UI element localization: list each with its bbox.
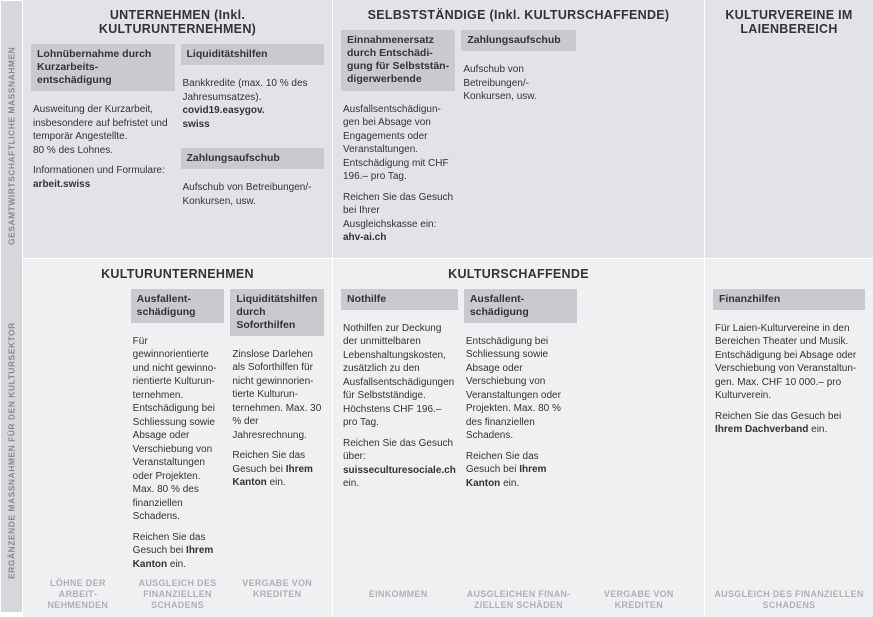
- box-empty: [582, 30, 696, 252]
- side-labels: GESAMTWIRTSCHAFTLICHE MASSNAHMEN ERGÄNZE…: [0, 0, 22, 612]
- box-body: Ausfallsentschädigun­gen bei Absage von …: [341, 101, 455, 252]
- header-selbststaendige: SELBSTSTÄNDIGE (Inkl. KULTURSCHAFFENDE): [341, 8, 696, 22]
- foot: VERGABE VON KREDITEN: [582, 589, 696, 611]
- footer-labels: EINKOMMEN AUSGLEICHEN FINAN­ZIELLEN SCHÄ…: [341, 589, 696, 611]
- row-gesamtwirtschaft: UNTERNEHMEN (Inkl. KULTURUNTERNEHMEN) Lo…: [22, 0, 873, 258]
- box-body: Für gewinnorientierte und nicht gewinno­…: [131, 333, 225, 579]
- box-liquiditaet: Liquiditätshilfen Bankkredite (max. 10 %…: [181, 44, 325, 252]
- footer-labels: LÖHNE DER ARBEIT­NEHMENDEN AUSGLEICH DES…: [31, 578, 324, 610]
- cell-vereine-bottom: Finanzhilfen Für Laien-Kulturvereine in …: [704, 258, 873, 617]
- foot: LÖHNE DER ARBEIT­NEHMENDEN: [31, 578, 125, 610]
- box-title: Zahlungsaufschub: [461, 30, 575, 51]
- box-title: Ausfallent­schädigung: [131, 289, 225, 323]
- box-ausfall2: Ausfallent­schädigung Entschädigung bei …: [464, 289, 577, 590]
- box-einnahmenersatz: Einnahmenersatz durch Entschädi­gung für…: [341, 30, 455, 252]
- box-zahlungsaufschub: Zahlungsaufschub Aufschub von Betreibung…: [461, 30, 575, 252]
- header-kulturunternehmen: KULTURUNTERNEHMEN: [31, 267, 324, 281]
- box-title: Finanzhilfen: [713, 289, 865, 310]
- cell-kulturunternehmen: KULTURUNTERNEHMEN Ausfallent­schädigung …: [22, 258, 332, 617]
- footer-labels: AUSGLEICH DES FINAN­ZIELLEN SCHADENS: [713, 589, 865, 611]
- foot: EINKOMMEN: [341, 589, 455, 611]
- cell-vereine-top: KULTURVEREINE IM LAIENBEREICH: [704, 0, 873, 258]
- cell-unternehmen-top: UNTERNEHMEN (Inkl. KULTURUNTERNEHMEN) Lo…: [22, 0, 332, 258]
- foot: AUSGLEICHEN FINAN­ZIELLEN SCHÄDEN: [461, 589, 575, 611]
- box-title: Nothilfe: [341, 289, 458, 310]
- page: GESAMTWIRTSCHAFTLICHE MASSNAHMEN ERGÄNZE…: [0, 0, 873, 612]
- row-kultursektor: KULTURUNTERNEHMEN Ausfallent­schädigung …: [22, 258, 873, 617]
- header-unternehmen: UNTERNEHMEN (Inkl. KULTURUNTERNEHMEN): [31, 8, 324, 36]
- box-body: Aufschub von Betreibungen/-Konkursen, us…: [461, 61, 575, 111]
- box-title: Lohnübernahme durch Kurzarbeits­entschäd…: [31, 44, 175, 91]
- box-body: Bankkredite (max. 10 % des Jahresumsatze…: [181, 75, 325, 138]
- box-empty: [31, 289, 125, 579]
- side-label-top: GESAMTWIRTSCHAFTLICHE MASSNAHMEN: [0, 0, 22, 290]
- cell-selbststaendige-top: SELBSTSTÄNDIGE (Inkl. KULTURSCHAFFENDE) …: [332, 0, 704, 258]
- box-nothilfe: Nothilfe Nothilfen zur Deckung der unmit…: [341, 289, 458, 590]
- box-lohn: Lohnübernahme durch Kurzarbeits­entschäd…: [31, 44, 175, 252]
- box-title: Einnahmenersatz durch Entschädi­gung für…: [341, 30, 455, 91]
- header-empty: [713, 267, 865, 281]
- box-body: Nothilfen zur Deckung der unmittelbaren …: [341, 320, 458, 498]
- box-body: Für Laien-Kulturvereine in den Bereichen…: [713, 320, 865, 444]
- box-title: Ausfallent­schädigung: [464, 289, 577, 323]
- box-title: Zahlungsaufschub: [181, 148, 325, 169]
- box-body: Ausweitung der Kurzarbeit, insbeson­dere…: [31, 101, 175, 198]
- foot: AUSGLEICH DES FINAN­ZIELLEN SCHADENS: [131, 578, 225, 610]
- box-title: Liquiditätshilfen: [181, 44, 325, 65]
- box-finanzhilfen: Finanzhilfen Für Laien-Kulturvereine in …: [713, 289, 865, 590]
- header-kulturschaffende: KULTURSCHAFFENDE: [341, 267, 696, 281]
- box-empty: [583, 289, 696, 590]
- side-label-bottom: ERGÄNZENDE MASSNAHMEN FÜR DEN KULTURSEKT…: [0, 290, 22, 612]
- foot: AUSGLEICH DES FINAN­ZIELLEN SCHADENS: [713, 589, 865, 611]
- box-body: Zinslose Darlehen als Soforthilfen für n…: [230, 346, 324, 497]
- box-title: Liquiditätshilfen durch Soforthilfen: [230, 289, 324, 336]
- foot: VERGABE VON KREDITEN: [230, 578, 324, 610]
- box-ausfall: Ausfallent­schädigung Für gewinnorientie…: [131, 289, 225, 579]
- box-body: Aufschub von Betreibungen/-Konkursen, us…: [181, 179, 325, 215]
- cell-kulturschaffende: KULTURSCHAFFENDE Nothilfe Nothilfen zur …: [332, 258, 704, 617]
- box-body: Entschädigung bei Schliessung sowie Absa…: [464, 333, 577, 498]
- box-liquiditaet2: Liquiditätshilfen durch Soforthilfen Zin…: [230, 289, 324, 579]
- grid: UNTERNEHMEN (Inkl. KULTURUNTERNEHMEN) Lo…: [22, 0, 873, 612]
- header-vereine: KULTURVEREINE IM LAIENBEREICH: [713, 8, 865, 36]
